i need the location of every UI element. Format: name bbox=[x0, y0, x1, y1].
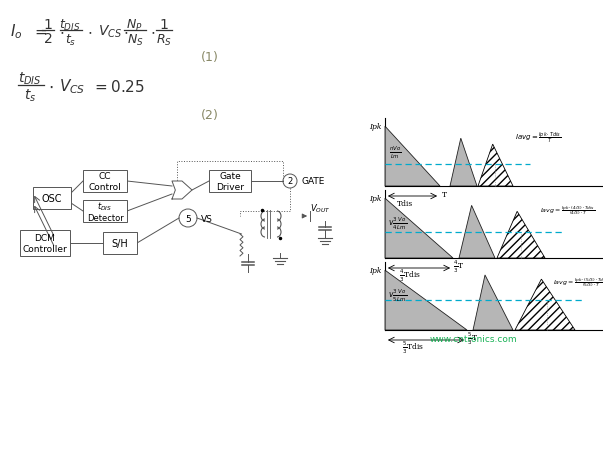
Text: $\frac{4}{3}$Tdis: $\frac{4}{3}$Tdis bbox=[399, 268, 421, 284]
Text: $t_{DIS}$: $t_{DIS}$ bbox=[18, 70, 42, 87]
Text: 5: 5 bbox=[185, 214, 191, 223]
Text: T: T bbox=[443, 190, 447, 198]
Text: $N_P$: $N_P$ bbox=[125, 18, 142, 32]
Text: $t_s$: $t_s$ bbox=[24, 88, 36, 104]
Polygon shape bbox=[385, 199, 453, 258]
Polygon shape bbox=[478, 145, 513, 187]
Text: $(1)$: $(1)$ bbox=[200, 50, 219, 64]
FancyBboxPatch shape bbox=[209, 170, 251, 193]
Text: DCM
Controller: DCM Controller bbox=[23, 234, 68, 253]
Text: Gate
Driver: Gate Driver bbox=[216, 172, 244, 191]
Text: $= 0.25$: $= 0.25$ bbox=[92, 79, 145, 95]
Text: $1$: $1$ bbox=[159, 18, 169, 32]
Polygon shape bbox=[385, 270, 467, 330]
Polygon shape bbox=[385, 127, 440, 187]
Text: $V_{OUT}$: $V_{OUT}$ bbox=[310, 202, 330, 215]
Text: $\frac{4}{3}$T: $\frac{4}{3}$T bbox=[453, 258, 465, 275]
Text: $I_o$: $I_o$ bbox=[10, 22, 22, 41]
Text: $\frac{nVo}{Lm}$: $\frac{nVo}{Lm}$ bbox=[389, 145, 402, 161]
Text: GATE: GATE bbox=[302, 177, 326, 186]
Text: $=$: $=$ bbox=[32, 25, 48, 39]
Text: $V_{CS}$: $V_{CS}$ bbox=[98, 24, 122, 40]
Text: $N_S$: $N_S$ bbox=[127, 32, 144, 48]
Text: $\cdot$: $\cdot$ bbox=[150, 25, 155, 39]
Text: $Iavg = \frac{Ipk \cdot (5/3) \cdot Tdis}{(5/3) \cdot T}$: $Iavg = \frac{Ipk \cdot (5/3) \cdot Tdis… bbox=[553, 276, 603, 288]
Text: VS: VS bbox=[201, 214, 213, 223]
Text: Tdis: Tdis bbox=[397, 199, 413, 208]
Text: $\cdot$: $\cdot$ bbox=[123, 25, 128, 39]
Polygon shape bbox=[515, 279, 575, 330]
Text: $1$: $1$ bbox=[43, 18, 53, 32]
FancyBboxPatch shape bbox=[103, 232, 137, 255]
Text: $\cdot$: $\cdot$ bbox=[59, 25, 64, 39]
FancyBboxPatch shape bbox=[20, 230, 70, 257]
Text: $Iavg = \frac{Ipk \cdot (4/3) \cdot Tdis}{(4/3) \cdot T}$: $Iavg = \frac{Ipk \cdot (4/3) \cdot Tdis… bbox=[540, 204, 595, 216]
Text: $Iavg = \frac{Ipk \cdot Tdis}{T}$: $Iavg = \frac{Ipk \cdot Tdis}{T}$ bbox=[515, 130, 561, 145]
Polygon shape bbox=[497, 212, 545, 258]
Polygon shape bbox=[459, 206, 495, 258]
Text: Ipk: Ipk bbox=[370, 267, 382, 275]
Text: 2: 2 bbox=[288, 177, 292, 186]
Text: $R_S$: $R_S$ bbox=[156, 32, 172, 48]
Text: $V_{CS}$: $V_{CS}$ bbox=[59, 78, 85, 96]
Text: $\cdot$: $\cdot$ bbox=[48, 79, 54, 95]
Text: S/H: S/H bbox=[112, 238, 128, 248]
Text: $\frac{5}{3}$Tdis: $\frac{5}{3}$Tdis bbox=[402, 339, 424, 356]
Text: $v\frac{3}{4}\frac{Vo}{Lm}$: $v\frac{3}{4}\frac{Vo}{Lm}$ bbox=[388, 215, 407, 231]
Text: $\frac{5}{3}$T: $\frac{5}{3}$T bbox=[467, 330, 479, 347]
Text: $t_s$: $t_s$ bbox=[65, 32, 77, 48]
Text: OSC: OSC bbox=[42, 194, 62, 204]
Text: $(2)$: $(2)$ bbox=[200, 107, 219, 122]
Text: $t_{DIS}$: $t_{DIS}$ bbox=[59, 18, 81, 32]
Text: $\cdot$: $\cdot$ bbox=[87, 25, 92, 39]
Text: Ipk: Ipk bbox=[370, 195, 382, 203]
Text: CC
Control: CC Control bbox=[89, 172, 121, 191]
Polygon shape bbox=[450, 139, 477, 187]
Text: Ipk: Ipk bbox=[370, 123, 382, 131]
Text: $v\frac{3}{5}\frac{Vo}{Lm}$: $v\frac{3}{5}\frac{Vo}{Lm}$ bbox=[388, 287, 407, 303]
Text: $2$: $2$ bbox=[43, 32, 52, 46]
Polygon shape bbox=[473, 276, 513, 330]
FancyBboxPatch shape bbox=[83, 200, 127, 223]
FancyBboxPatch shape bbox=[83, 170, 127, 193]
FancyBboxPatch shape bbox=[33, 188, 71, 209]
Text: www.cntronics.com: www.cntronics.com bbox=[430, 335, 517, 344]
Text: $t_{DIS}$
Detector: $t_{DIS}$ Detector bbox=[87, 200, 124, 223]
